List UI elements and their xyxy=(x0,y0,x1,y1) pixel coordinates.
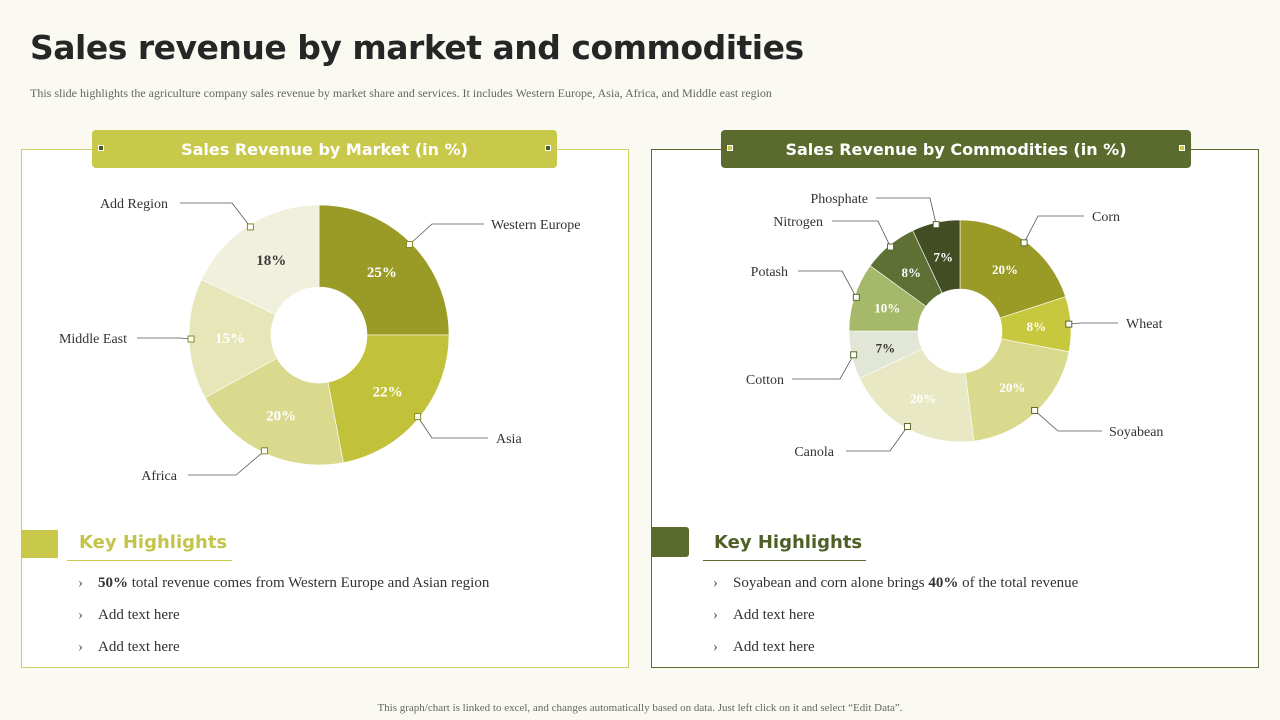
heading-underline xyxy=(67,560,232,561)
list-item: › 50% total revenue comes from Western Eu… xyxy=(78,575,490,591)
africa-marker xyxy=(261,447,269,455)
middle-east-category-label: Middle East xyxy=(59,332,127,347)
chevron-right-icon: › xyxy=(78,575,83,591)
market-chart-title: Sales Revenue by Market (in %) xyxy=(181,139,468,159)
nitrogen-leader-line xyxy=(832,220,891,248)
wheat-value-label: 8% xyxy=(1027,319,1047,334)
phosphate-value-label: 7% xyxy=(934,249,954,264)
phosphate-leader-line xyxy=(876,197,937,225)
potash-leader-line xyxy=(798,270,857,298)
list-item: › Add text here xyxy=(78,607,180,623)
nitrogen-category-label: Nitrogen xyxy=(773,215,823,230)
add-region-leader-line xyxy=(180,202,251,228)
nitrogen-value-label: 8% xyxy=(901,265,921,280)
canola-value-label: 20% xyxy=(910,391,936,406)
chevron-right-icon: › xyxy=(713,639,718,655)
commodities-chart-title-banner: Sales Revenue by Commodities (in %) xyxy=(721,130,1191,168)
soyabean-marker xyxy=(1031,406,1039,414)
banner-square-icon xyxy=(98,145,104,151)
list-item: › Add text here xyxy=(713,607,815,623)
add-region-slice xyxy=(200,204,320,315)
banner-square-icon xyxy=(727,145,733,151)
wheat-marker xyxy=(1065,320,1073,328)
cotton-marker xyxy=(850,351,858,359)
key-highlights-heading: Key Highlights xyxy=(714,532,863,553)
highlights-tab-marker xyxy=(651,527,689,557)
chevron-right-icon: › xyxy=(713,575,718,591)
commodities-chart-title: Sales Revenue by Commodities (in %) xyxy=(785,139,1127,159)
corn-leader-line xyxy=(1023,215,1084,244)
africa-leader-line xyxy=(188,450,265,476)
chevron-right-icon: › xyxy=(713,607,718,623)
cotton-leader-line xyxy=(792,354,854,380)
add-region-value-label: 18% xyxy=(256,253,286,269)
cotton-value-label: 7% xyxy=(876,341,896,356)
asia-leader-line xyxy=(417,416,488,439)
middle-east-value-label: 15% xyxy=(215,331,245,347)
africa-slice xyxy=(204,357,344,466)
chevron-right-icon: › xyxy=(78,607,83,623)
commodities-donut-chart: 20% Corn 8% Wheat 20% Soyabean 20% Canola 7% Cott… xyxy=(746,192,1164,460)
soyabean-value-label: 20% xyxy=(999,380,1025,395)
phosphate-category-label: Phosphate xyxy=(810,192,868,207)
africa-category-label: Africa xyxy=(141,469,178,484)
soyabean-slice xyxy=(964,338,1070,442)
asia-marker xyxy=(414,413,422,421)
corn-category-label: Corn xyxy=(1092,210,1120,225)
western-europe-category-label: Western Europe xyxy=(491,218,580,233)
canola-slice xyxy=(859,348,975,443)
market-chart-title-banner: Sales Revenue by Market (in %) xyxy=(92,130,557,168)
potash-marker xyxy=(852,293,860,301)
footer-note: This graph/chart is linked to excel, and… xyxy=(377,702,903,714)
asia-category-label: Asia xyxy=(496,432,522,447)
phosphate-slice xyxy=(912,219,961,294)
market-donut-chart: 25% Western Europe 22% Asia 20% Africa 15% Midd… xyxy=(59,197,581,484)
western-europe-marker xyxy=(406,240,414,248)
highlights-tab-marker xyxy=(21,530,58,558)
corn-slice xyxy=(959,219,1066,319)
potash-value-label: 10% xyxy=(874,300,900,315)
phosphate-marker xyxy=(932,221,940,229)
middle-east-slice xyxy=(188,279,278,399)
page-title: Sales revenue by market and commodities xyxy=(30,28,804,67)
commodities-highlights-list: › Soyabean and corn alone brings 40% of t… xyxy=(713,575,1078,671)
corn-marker xyxy=(1020,239,1028,247)
list-item: › Add text here xyxy=(713,639,815,655)
cotton-category-label: Cotton xyxy=(746,373,784,388)
add-region-category-label: Add Region xyxy=(100,197,168,212)
heading-underline xyxy=(703,560,866,561)
middle-east-marker xyxy=(187,335,195,343)
canola-category-label: Canola xyxy=(794,445,834,460)
wheat-category-label: Wheat xyxy=(1126,317,1163,332)
canola-marker xyxy=(903,423,911,431)
potash-category-label: Potash xyxy=(751,265,788,280)
banner-square-icon xyxy=(545,145,551,151)
market-highlights-list: › 50% total revenue comes from Western Eu… xyxy=(78,575,489,671)
page-subtitle: This slide highlights the agriculture co… xyxy=(30,86,772,100)
western-europe-slice xyxy=(318,204,450,336)
list-item: › Add text here xyxy=(78,639,180,655)
western-europe-value-label: 25% xyxy=(367,265,397,281)
wheat-leader-line xyxy=(1068,322,1118,325)
chevron-right-icon: › xyxy=(78,639,83,655)
key-highlights-heading: Key Highlights xyxy=(79,532,228,553)
corn-value-label: 20% xyxy=(992,262,1018,277)
asia-value-label: 22% xyxy=(373,385,403,401)
middle-east-leader-line xyxy=(137,337,192,340)
nitrogen-marker xyxy=(887,243,895,251)
soyabean-category-label: Soyabean xyxy=(1109,425,1163,440)
list-item: › Soyabean and corn alone brings 40% of t… xyxy=(713,575,1079,591)
banner-square-icon xyxy=(1179,145,1185,151)
soyabean-leader-line xyxy=(1034,410,1102,432)
africa-value-label: 20% xyxy=(266,409,296,425)
western-europe-leader-line xyxy=(409,223,484,245)
canola-leader-line xyxy=(846,426,908,452)
add-region-marker xyxy=(246,223,254,231)
asia-slice xyxy=(327,334,450,464)
